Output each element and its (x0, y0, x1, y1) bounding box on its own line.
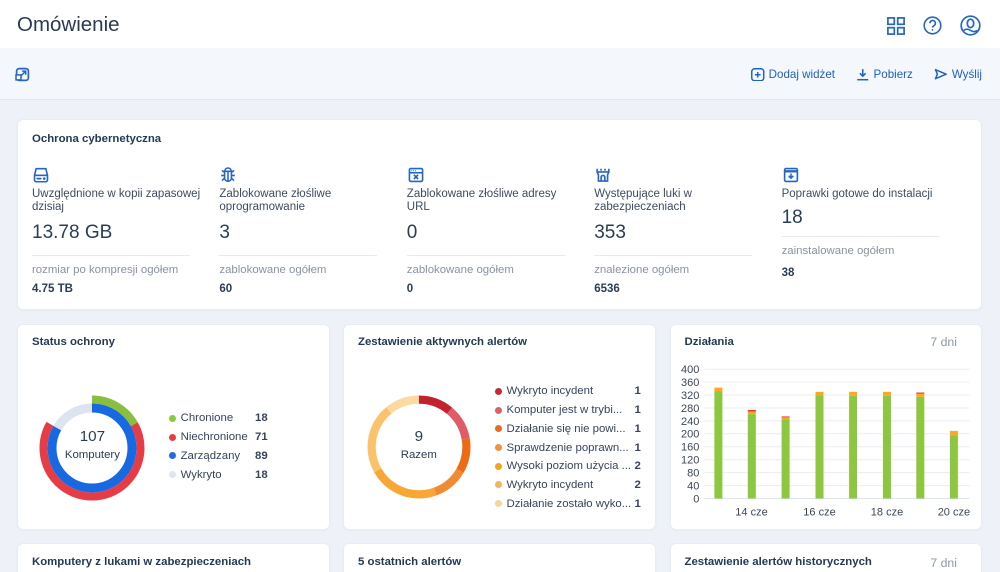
svg-text:320: 320 (681, 389, 699, 401)
svg-text:14 cze: 14 cze (735, 506, 767, 518)
svg-text:280: 280 (681, 402, 699, 414)
svg-text:16 cze: 16 cze (803, 506, 835, 518)
svg-text:18 cze: 18 cze (870, 506, 902, 518)
svg-text:20 cze: 20 cze (937, 506, 969, 518)
svg-text:200: 200 (681, 428, 699, 440)
svg-text:0: 0 (693, 493, 699, 505)
svg-text:360: 360 (681, 377, 699, 389)
svg-text:400: 400 (681, 364, 699, 376)
svg-text:160: 160 (681, 441, 699, 453)
svg-text:240: 240 (681, 415, 699, 427)
svg-text:120: 120 (681, 454, 699, 466)
svg-text:80: 80 (687, 467, 699, 479)
svg-text:40: 40 (687, 480, 699, 492)
